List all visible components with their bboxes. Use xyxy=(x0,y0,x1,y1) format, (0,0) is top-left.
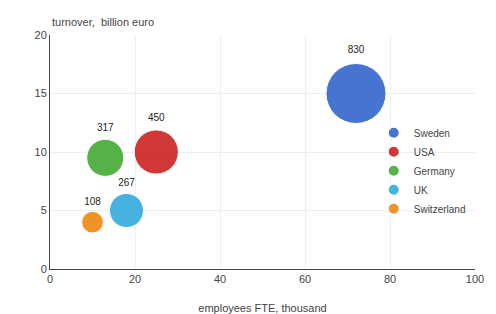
svg-text:employees FTE, thousand: employees FTE, thousand xyxy=(198,302,326,314)
svg-text:267: 267 xyxy=(118,177,135,188)
svg-text:60: 60 xyxy=(299,273,311,285)
svg-text:80: 80 xyxy=(384,273,396,285)
svg-text:0: 0 xyxy=(41,263,47,275)
svg-text:Germany: Germany xyxy=(414,166,455,177)
svg-text:450: 450 xyxy=(148,112,165,123)
svg-text:Sweden: Sweden xyxy=(414,128,450,139)
svg-text:USA: USA xyxy=(414,147,435,158)
svg-text:10: 10 xyxy=(35,146,47,158)
svg-text:317: 317 xyxy=(97,122,114,133)
svg-text:UK: UK xyxy=(414,185,428,196)
svg-text:100: 100 xyxy=(466,273,484,285)
svg-text:15: 15 xyxy=(35,87,47,99)
svg-text:Switzerland: Switzerland xyxy=(414,204,466,215)
svg-text:20: 20 xyxy=(129,273,141,285)
svg-text:40: 40 xyxy=(214,273,226,285)
svg-text:5: 5 xyxy=(41,204,47,216)
svg-text:0: 0 xyxy=(47,273,53,285)
svg-text:108: 108 xyxy=(84,196,101,207)
svg-text:turnover, billion euro: turnover, billion euro xyxy=(52,16,154,28)
svg-text:830: 830 xyxy=(348,44,365,55)
svg-text:20: 20 xyxy=(35,29,47,41)
